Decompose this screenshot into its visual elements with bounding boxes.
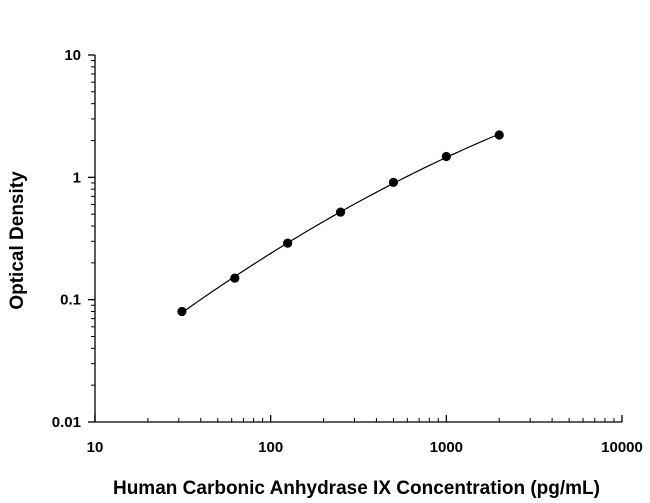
x-tick-label: 10000 [601,439,643,456]
y-tick-label: 0.1 [60,292,81,309]
y-tick-label: 1 [73,169,81,186]
data-point [441,151,451,162]
x-axis-title: Human Carbonic Anhydrase IX Concentratio… [113,478,600,499]
data-point [283,238,293,248]
x-tick-label: 1000 [430,439,463,456]
axes [88,54,623,423]
y-tick-label: 10 [64,47,81,64]
data-points [177,130,504,317]
data-point [230,273,240,283]
y-tick-labels: 0.01 0.1 1 10 [52,47,81,431]
data-point [494,130,504,140]
fit-curve [181,133,500,314]
y-ticks [88,54,95,423]
x-tick-label: 10 [87,439,104,456]
data-point [388,177,399,187]
data-point [335,207,346,217]
x-ticks [94,415,623,422]
y-tick-label: 0.01 [52,414,81,431]
x-tick-label: 100 [258,439,283,456]
y-axis-title: Optical Density [7,171,28,310]
x-tick-labels: 10 100 1000 10000 [87,439,643,456]
data-point [177,306,187,317]
